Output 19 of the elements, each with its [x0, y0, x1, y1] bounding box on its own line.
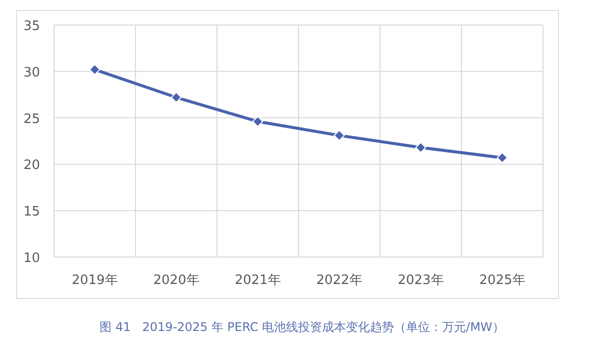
x-tick-label: 2019年 [72, 273, 118, 288]
point [170, 92, 182, 103]
x-tick-label: 2021年 [234, 273, 281, 288]
x-tick-label: 2022年 [316, 273, 362, 288]
x-tick-label: 2020年 [153, 273, 200, 288]
y-tick-label: 15 [23, 204, 40, 220]
point [415, 142, 426, 153]
y-tick-label: 30 [23, 65, 40, 80]
x-tick-label: 2023年 [398, 273, 444, 288]
point [334, 130, 345, 141]
y-tick-label: 25 [23, 112, 40, 127]
point [252, 116, 264, 128]
y-tick-label: 35 [23, 19, 40, 34]
y-tick-label: 10 [23, 251, 40, 266]
y-tick-label: 20 [23, 158, 40, 174]
point [89, 64, 100, 76]
point [496, 152, 508, 164]
x-tick-label: 2025年 [479, 273, 526, 288]
text: 图 41 2019-2025 年 PERC 电池线投资成本变化趋势（单位：万元/MW） [100, 320, 504, 334]
